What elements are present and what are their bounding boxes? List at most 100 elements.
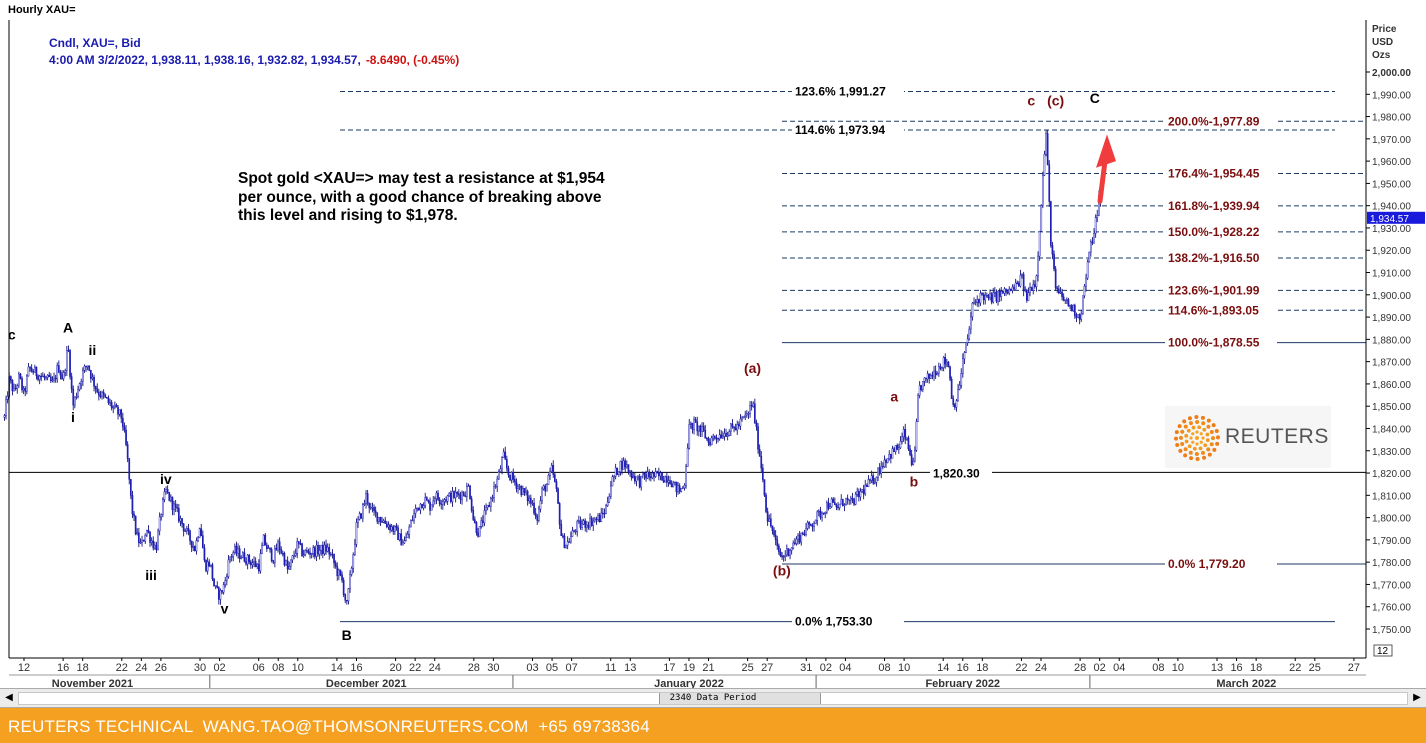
candle-body-673 xyxy=(1080,313,1083,320)
candle-body-598 xyxy=(960,373,963,386)
candle-body-249 xyxy=(401,542,404,546)
candle-body-452 xyxy=(726,434,729,437)
candle-body-612 xyxy=(982,294,985,301)
candle-body-298 xyxy=(480,520,483,527)
candle-body-243 xyxy=(392,526,395,532)
y-tick-label-11: 1,860.00 xyxy=(1372,380,1411,391)
candle-body-119 xyxy=(193,546,196,552)
candle-body-242 xyxy=(390,526,393,531)
candle-body-389 xyxy=(625,464,628,468)
candle-body-504 xyxy=(809,523,812,526)
level-label-1: 114.6% 1,973.94 xyxy=(795,123,885,137)
candle-body-455 xyxy=(731,423,734,427)
candle-body-74 xyxy=(121,417,124,428)
candle-body-422 xyxy=(678,485,681,492)
level-label-bg-10 xyxy=(1165,335,1277,349)
level-label-bg-1 xyxy=(792,123,904,137)
x-tick-label-31: 08 xyxy=(878,662,890,674)
price-chart[interactable]: 123.6% 1,991.27 114.6% 1,973.94 0.0% 1,753… xyxy=(0,20,1426,688)
candle-body-87 xyxy=(142,540,145,542)
candle-body-282 xyxy=(454,492,457,499)
candle-body-461 xyxy=(741,417,743,420)
candle-body-329 xyxy=(529,497,532,504)
x-tick-label-12: 16 xyxy=(350,662,362,674)
candle-body-677 xyxy=(1086,261,1089,279)
candle-body-570 xyxy=(915,421,918,451)
candle-body-77 xyxy=(126,444,129,459)
candle-body-669 xyxy=(1073,304,1076,316)
candle-body-231 xyxy=(373,507,375,511)
candle-body-271 xyxy=(437,492,439,500)
candle-body-125 xyxy=(203,547,206,561)
candle-body-543 xyxy=(872,475,875,484)
candle-body-614 xyxy=(985,294,988,297)
candle-body-610 xyxy=(979,292,982,304)
candle-body-382 xyxy=(614,467,617,477)
scroll-track[interactable]: 2340 Data Period xyxy=(18,692,1408,705)
y-tick-label-18: 1,930.00 xyxy=(1372,224,1411,235)
candle-body-222 xyxy=(358,513,361,520)
quote-values: 4:00 AM 3/2/2022, 1,938.11, 1,938.16, 1,… xyxy=(49,53,361,67)
scroll-left-icon[interactable]: ◀ xyxy=(5,692,13,703)
candle-body-103 xyxy=(168,492,171,501)
candle-body-383 xyxy=(616,467,619,475)
candle-body-47 xyxy=(78,383,81,390)
candle-body-214 xyxy=(345,600,348,602)
scroll-right-icon[interactable]: ▶ xyxy=(1413,692,1421,703)
candle-body-458 xyxy=(736,424,739,431)
candle-body-167 xyxy=(270,549,273,561)
candle-body-323 xyxy=(520,486,523,496)
candle-body-292 xyxy=(470,498,473,511)
candle-body-400 xyxy=(643,472,646,476)
candle-body-479 xyxy=(769,518,772,527)
candle-body-486 xyxy=(781,555,783,558)
candlestick-series xyxy=(3,129,1102,605)
candle-body-354 xyxy=(569,536,572,543)
candle-body-482 xyxy=(774,534,777,540)
candle-body-439 xyxy=(705,437,708,440)
candle-body-661 xyxy=(1061,291,1063,298)
candle-body-166 xyxy=(269,547,271,550)
candle-body-197 xyxy=(318,550,321,555)
candle-body-357 xyxy=(574,530,577,533)
candle-body-385 xyxy=(619,461,622,473)
last-price-label: 1,934.57 xyxy=(1370,214,1409,225)
candle-body-546 xyxy=(877,467,879,478)
candle-body-654 xyxy=(1049,201,1052,246)
candle-body-337 xyxy=(542,485,545,490)
candle-body-679 xyxy=(1089,241,1092,253)
y-tick-label-17: 1,920.00 xyxy=(1372,246,1411,257)
candle-body-240 xyxy=(387,524,390,528)
candle-body-505 xyxy=(811,525,814,527)
candle-body-456 xyxy=(733,426,735,429)
candle-body-534 xyxy=(857,490,860,498)
candle-body-283 xyxy=(456,492,459,494)
candle-body-656 xyxy=(1053,253,1055,270)
candle-body-288 xyxy=(464,495,467,497)
candle-body-58 xyxy=(96,388,99,393)
candle-body-591 xyxy=(949,366,951,380)
candle-body-498 xyxy=(800,532,803,543)
candle-body-76 xyxy=(125,429,127,445)
candle-body-225 xyxy=(363,503,366,505)
candle-body-113 xyxy=(184,530,187,532)
candle-body-378 xyxy=(608,496,611,503)
time-scrollbar[interactable]: ◀ 2340 Data Period ▶ xyxy=(0,688,1426,708)
candle-body-239 xyxy=(385,523,388,528)
candle-body-386 xyxy=(621,461,623,470)
candle-body-235 xyxy=(379,517,382,522)
scroll-thumb[interactable] xyxy=(659,693,821,704)
candle-body-512 xyxy=(822,512,825,515)
candle-body-364 xyxy=(585,524,588,528)
candle-body-643 xyxy=(1032,284,1035,291)
candle-body-426 xyxy=(685,466,687,486)
candle-body-377 xyxy=(606,501,609,506)
candle-body-59 xyxy=(97,391,100,396)
candle-body-205 xyxy=(331,553,334,556)
y-axis-label-1: USD xyxy=(1372,37,1393,48)
candle-body-550 xyxy=(883,459,886,468)
candle-body-264 xyxy=(425,497,428,501)
candle-body-524 xyxy=(841,499,844,507)
candle-body-573 xyxy=(920,385,923,390)
candle-body-463 xyxy=(744,414,747,417)
